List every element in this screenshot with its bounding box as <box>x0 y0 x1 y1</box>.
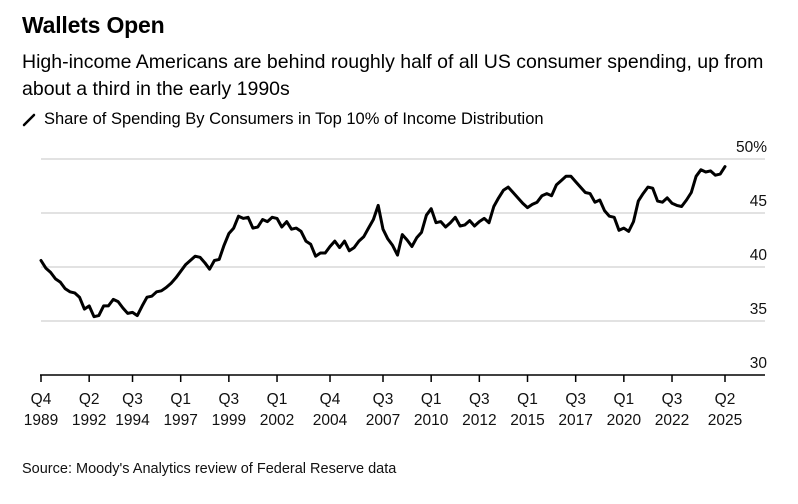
x-tick-year: 1992 <box>72 412 106 429</box>
x-tick-year: 1997 <box>163 412 197 429</box>
chart-title: Wallets Open <box>22 12 165 38</box>
y-tick-label: 35 <box>750 301 767 318</box>
y-tick-label: 45 <box>750 193 767 210</box>
x-tick-quarter: Q3 <box>219 391 240 408</box>
x-tick-year: 2004 <box>313 412 348 429</box>
chart-subtitle: High-income Americans are behind roughly… <box>22 51 764 100</box>
x-tick-year: 2002 <box>260 412 294 429</box>
x-tick-year: 2017 <box>558 412 592 429</box>
x-tick-year: 2010 <box>414 412 449 429</box>
source-note: Source: Moody's Analytics review of Fede… <box>22 461 397 477</box>
x-tick-quarter: Q4 <box>31 391 52 408</box>
series-line <box>39 165 727 319</box>
line-legend-icon <box>22 113 36 126</box>
x-tick-year: 2020 <box>607 412 642 429</box>
x-tick-year: 2025 <box>708 412 742 429</box>
x-tick-quarter: Q2 <box>715 391 736 408</box>
x-tick-quarter: Q3 <box>373 391 394 408</box>
x-tick-year: 2015 <box>510 412 544 429</box>
x-tick-year: 1999 <box>212 412 246 429</box>
x-tick-quarter: Q2 <box>79 391 100 408</box>
x-tick-year: 1994 <box>115 412 150 429</box>
x-tick-quarter: Q1 <box>267 391 288 408</box>
x-tick-quarter: Q3 <box>662 391 683 408</box>
x-tick-year: 1989 <box>24 412 58 429</box>
legend: Share of Spending By Consumers in Top 10… <box>22 110 544 129</box>
x-tick-quarter: Q3 <box>469 391 490 408</box>
x-tick-year: 2012 <box>462 412 496 429</box>
x-tick-quarter: Q1 <box>614 391 635 408</box>
legend-label: Share of Spending By Consumers in Top 10… <box>44 110 544 128</box>
y-tick-label: 40 <box>750 247 768 264</box>
x-tick-quarter: Q1 <box>517 391 538 408</box>
x-tick-quarter: Q3 <box>122 391 143 408</box>
x-tick-year: 2022 <box>655 412 689 429</box>
x-tick-year: 2007 <box>366 412 400 429</box>
x-tick-quarter: Q1 <box>421 391 442 408</box>
x-tick-quarter: Q4 <box>320 391 341 408</box>
x-tick-quarter: Q1 <box>170 391 191 408</box>
y-tick-label: 50% <box>736 139 767 156</box>
x-tick-quarter: Q3 <box>565 391 586 408</box>
y-tick-label: 30 <box>750 355 768 372</box>
